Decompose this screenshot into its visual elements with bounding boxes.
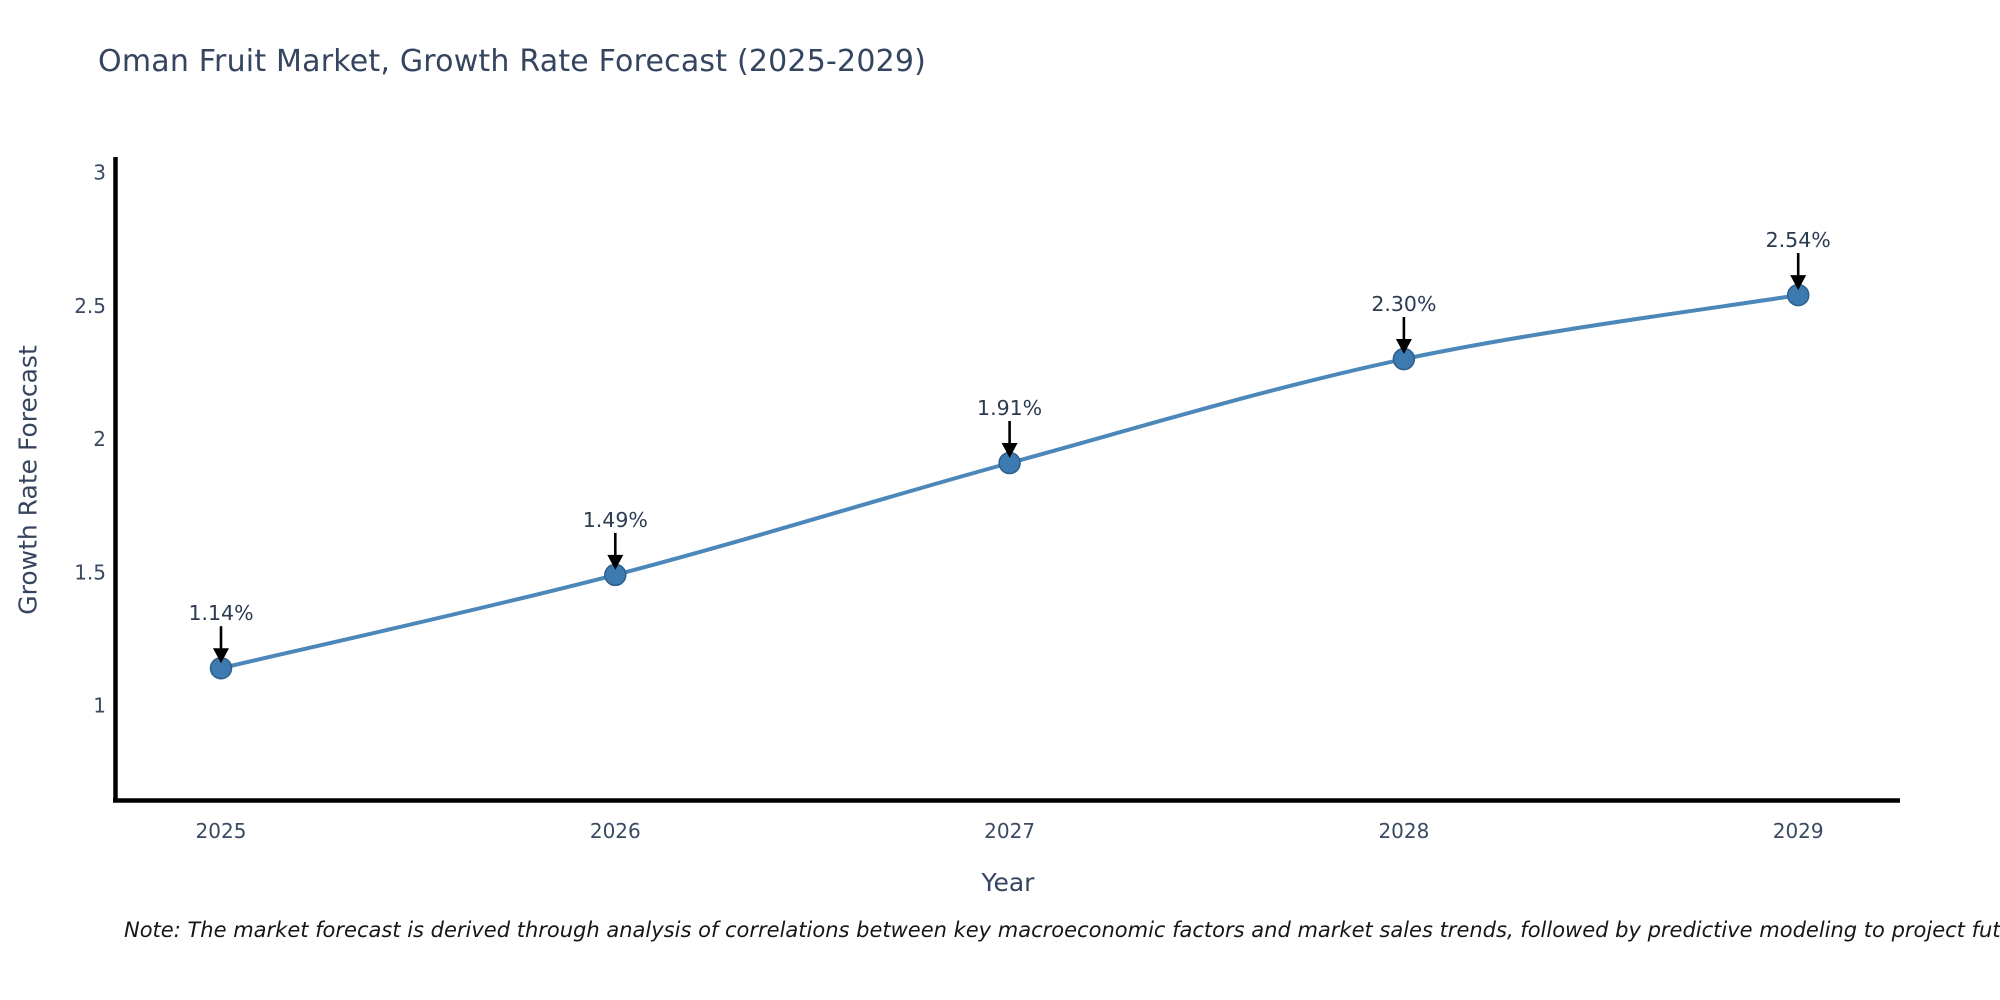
x-tick-label: 2025 (196, 819, 247, 843)
x-tick-label: 2029 (1773, 819, 1824, 843)
y-tick-label: 1.5 (74, 560, 106, 584)
y-tick-label: 2.5 (74, 294, 106, 318)
annotation-label: 1.91% (977, 396, 1042, 420)
annotation-label: 1.14% (188, 601, 253, 625)
annotation-arrow-head (1001, 442, 1018, 458)
annotation-arrow-head (213, 648, 229, 664)
x-axis-title: Year (981, 868, 1035, 897)
x-tick-label: 2028 (1378, 819, 1429, 843)
annotation-arrow-head (1395, 339, 1412, 355)
chart-title: Oman Fruit Market, Growth Rate Forecast … (98, 44, 927, 79)
x-tick-label: 2027 (984, 819, 1035, 843)
annotation-label: 2.54% (1766, 228, 1831, 252)
x-tick-label: 2026 (590, 819, 641, 843)
footnote-text: Note: The market forecast is derived thr… (124, 918, 2000, 942)
annotation-arrow-head (607, 554, 624, 570)
y-tick-label: 2 (93, 427, 106, 451)
forecast-line (219, 293, 1801, 671)
annotation-label: 1.49% (583, 508, 648, 532)
y-tick-label: 3 (93, 161, 106, 185)
annotation-arrow-head (1790, 275, 1807, 291)
y-axis-title: Growth Rate Forecast (13, 345, 43, 615)
annotation-label: 2.30% (1371, 292, 1436, 316)
y-tick-label: 1 (93, 694, 106, 718)
